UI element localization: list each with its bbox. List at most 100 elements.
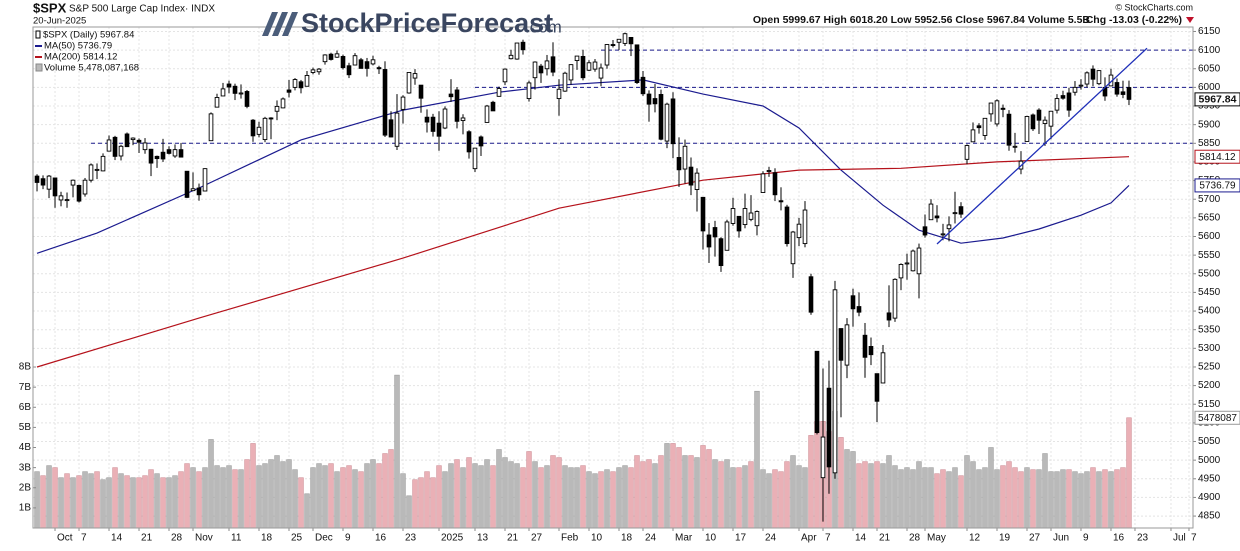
volume-bar	[634, 455, 640, 529]
volume-bar	[910, 469, 916, 529]
volume-bar	[958, 475, 964, 529]
x-tick-label: 21	[141, 533, 153, 544]
candle-body	[316, 68, 322, 73]
y-tick-label: 5350	[1198, 324, 1221, 335]
candle-body	[628, 36, 634, 45]
x-tick-label: Jun	[1053, 533, 1069, 544]
candle-body	[1096, 70, 1102, 85]
candle-body	[376, 67, 382, 70]
volume-bar	[544, 465, 550, 529]
volume-bar	[178, 471, 184, 529]
volume-bar	[1096, 471, 1102, 529]
candle-body	[508, 54, 514, 60]
candle-body	[934, 215, 940, 219]
candle-body	[652, 98, 658, 105]
y-tick-label: 6050	[1198, 63, 1221, 74]
candle-body	[1090, 68, 1096, 80]
volume-bar	[316, 463, 322, 529]
volume-bar	[1114, 469, 1120, 529]
candle-body	[1126, 87, 1132, 100]
candle-body	[952, 212, 958, 215]
volume-bar	[280, 461, 286, 529]
candle-body	[280, 98, 286, 109]
volume-bar	[1078, 473, 1084, 529]
candle-body	[700, 196, 706, 232]
candle-body	[724, 221, 730, 251]
x-tick-label: 16	[1113, 533, 1125, 544]
x-tick-label: 21	[879, 533, 891, 544]
candle-body	[442, 108, 448, 129]
volume-bar	[274, 455, 280, 529]
grid-layer	[33, 27, 1193, 528]
volume-tick-label: 4B	[19, 442, 32, 453]
volume-bar	[1000, 465, 1006, 529]
volume-bar	[382, 453, 388, 529]
axis-layer: 4850490049505000505051005150520052505300…	[19, 26, 1240, 544]
x-tick-label: Jul	[1173, 533, 1186, 544]
credit: © StockCharts.com	[1115, 2, 1193, 12]
candle-body	[694, 172, 700, 190]
legend-swatch	[35, 63, 43, 72]
candle-body	[568, 64, 574, 81]
volume-bar	[496, 449, 502, 529]
candle-body	[190, 188, 196, 192]
candle-body	[598, 67, 604, 79]
volume-bar	[334, 471, 340, 529]
candle-body	[1072, 86, 1078, 93]
candle-body	[550, 56, 556, 73]
symbol: $SPX	[33, 0, 67, 15]
volume-bar	[70, 477, 76, 529]
volume-bar	[412, 479, 418, 529]
candle-body	[334, 53, 340, 58]
index-name: S&P 500 Large Cap Index· INDX	[69, 4, 215, 15]
candle-body	[742, 208, 748, 226]
x-tick-label: 23	[405, 533, 417, 544]
y-tick-label: 5600	[1198, 231, 1221, 242]
volume-bar	[532, 461, 538, 529]
candle-body	[790, 231, 796, 265]
x-tick-label: 13	[477, 533, 489, 544]
volume-bar	[1018, 471, 1024, 529]
volume-bar	[928, 467, 934, 529]
volume-bar	[502, 457, 508, 529]
candle-body	[592, 61, 598, 70]
x-tick-label: 14	[855, 533, 867, 544]
volume-bar	[484, 459, 490, 529]
volume-bar	[94, 471, 100, 529]
volume-bar	[1084, 471, 1090, 529]
candle-body	[922, 226, 928, 236]
volume-bar	[1090, 467, 1096, 529]
volume-tick-label: 5B	[19, 422, 32, 433]
volume-bar	[808, 435, 814, 529]
y-tick-label: 4850	[1198, 511, 1221, 522]
ma-line	[36, 156, 1130, 368]
candle-body	[118, 145, 124, 157]
volume-bar	[166, 477, 172, 529]
candle-body	[94, 168, 100, 171]
volume-bar	[76, 475, 82, 529]
candle-body	[964, 145, 970, 160]
volume-bar	[244, 459, 250, 529]
candle-body	[106, 139, 112, 152]
candle-body	[658, 94, 664, 140]
volume-bar	[394, 374, 400, 529]
candle-body	[448, 93, 454, 98]
volume-bar	[652, 463, 658, 529]
volume-bar	[490, 465, 496, 529]
candle-body	[748, 212, 754, 220]
volume-tick-label: 8B	[19, 362, 32, 373]
candle-body	[730, 208, 736, 224]
candle-body	[634, 44, 640, 83]
candle-body	[832, 289, 838, 474]
volume-bar	[118, 473, 124, 529]
ma-line	[36, 79, 1130, 254]
candle-body	[478, 136, 484, 147]
volume-bar	[310, 467, 316, 529]
volume-bar	[40, 475, 46, 529]
volume-bar	[460, 467, 466, 529]
volume-bar	[418, 477, 424, 529]
candle-body	[424, 116, 430, 123]
volume-bar	[628, 467, 634, 529]
volume-bar	[388, 449, 394, 529]
